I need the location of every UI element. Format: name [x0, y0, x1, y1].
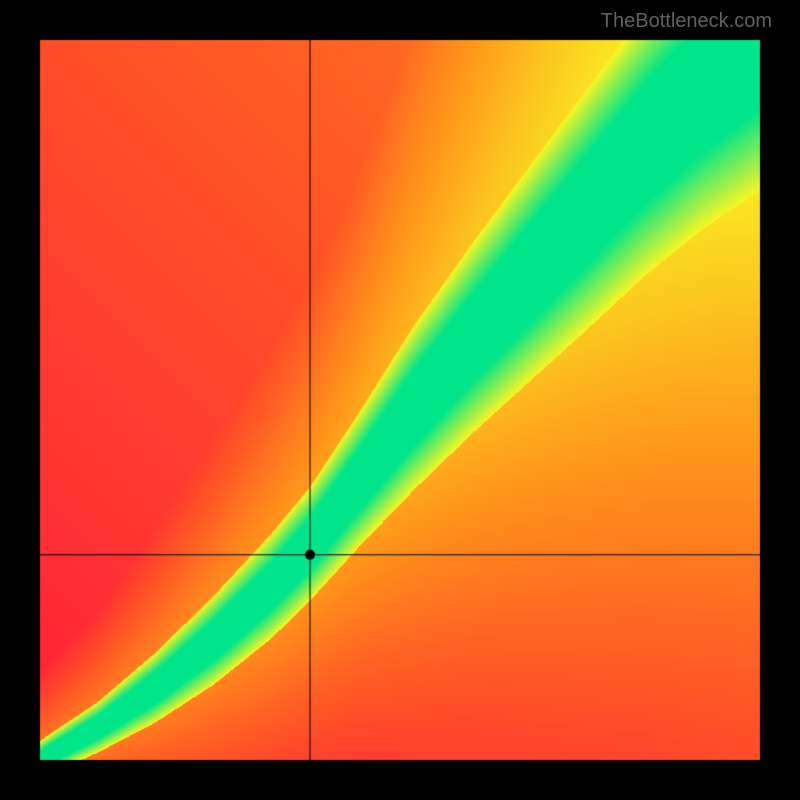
bottleneck-heatmap [0, 0, 800, 800]
watermark-text: TheBottleneck.com [601, 10, 772, 33]
chart-container: TheBottleneck.com [0, 0, 800, 800]
